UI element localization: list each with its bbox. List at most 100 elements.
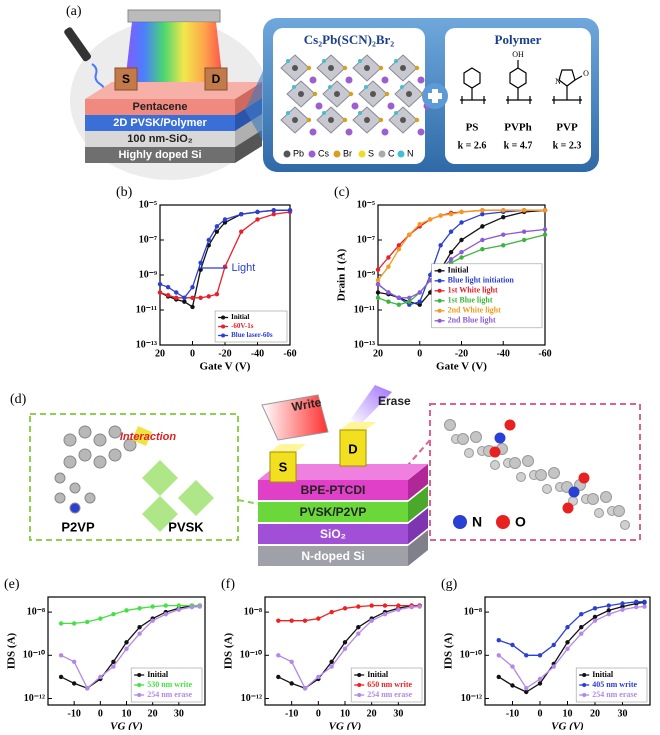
atom: [364, 65, 370, 71]
y-tick-label: 10⁻¹¹: [136, 304, 157, 315]
crystal-title: Cs₂Pb(SCN)₂Br₂: [304, 32, 395, 47]
data-point: [375, 295, 381, 300]
y-tick-label: 10⁻¹²: [241, 693, 262, 704]
x-tick-label: -10: [67, 708, 80, 719]
series-line: [278, 605, 420, 690]
data-point: [255, 217, 260, 222]
data-point: [71, 659, 77, 664]
legend-label: Initial: [147, 670, 169, 679]
atom: [328, 85, 332, 89]
atom: [322, 111, 326, 115]
y-tick-label: 10⁻¹²: [461, 693, 482, 704]
data-point: [409, 604, 414, 610]
data-point: [174, 290, 179, 295]
polymer-name: PS: [466, 122, 479, 134]
x-tick-label: 10: [122, 708, 132, 719]
data-point: [634, 604, 639, 610]
data-point: [276, 618, 281, 623]
atom: [400, 85, 404, 89]
atom: [364, 117, 370, 123]
atom: [358, 59, 362, 63]
atom: [342, 117, 348, 123]
data-point: [496, 638, 501, 643]
atom-label: S: [368, 148, 374, 158]
electrode: [339, 429, 367, 467]
x-tick-label: 30: [393, 708, 403, 719]
atom-dot: [283, 150, 291, 158]
data-point: [289, 681, 294, 686]
atom: [381, 76, 389, 84]
data-point: [542, 208, 548, 213]
data-point: [71, 621, 77, 626]
legend-marker: [437, 288, 442, 293]
layer-side: [408, 486, 428, 522]
y-tick-label: 10⁻⁵: [357, 199, 375, 210]
data-point: [356, 624, 361, 630]
pen-body: [64, 27, 91, 62]
x-tick-label: 0: [190, 348, 195, 359]
data-point: [375, 278, 381, 283]
atom: [378, 65, 384, 71]
data-point: [642, 599, 647, 604]
legend-marker: [437, 298, 442, 303]
data-point: [329, 664, 334, 669]
data-point: [396, 295, 402, 300]
data-point: [189, 604, 195, 610]
data-point: [501, 215, 506, 220]
chart: (f) 10⁻⁸ 10⁻¹⁰ 10⁻¹² -10 0 10 20 30 VG (V) IDS (A)…: [221, 577, 426, 733]
data-point: [198, 295, 203, 300]
atom: [414, 117, 420, 123]
data-point: [448, 211, 454, 217]
legend-marker: [357, 673, 362, 677]
data-point: [565, 640, 570, 645]
data-point: [407, 299, 412, 304]
data-point: [417, 604, 422, 609]
legend-marker: [357, 693, 362, 697]
atom: [542, 484, 552, 494]
data-point: [176, 603, 182, 608]
legend-marker: [437, 318, 442, 323]
atom-label: Cs: [318, 148, 329, 158]
legend-marker: [137, 683, 142, 687]
panel-label: (c): [334, 185, 350, 200]
data-point: [537, 676, 543, 682]
atom-legend: Pb Cs Br S C N: [283, 148, 414, 158]
legend-marker: [437, 268, 442, 273]
x-tick-label: 10: [563, 708, 573, 719]
data-point: [342, 606, 348, 611]
data-point: [375, 281, 381, 287]
data-point: [592, 614, 598, 620]
data-point: [480, 237, 485, 243]
atom: [84, 492, 96, 504]
series-line: [498, 601, 645, 693]
octahedron: [142, 496, 178, 532]
data-point: [302, 685, 308, 691]
y-axis-label: Drain I (A): [336, 248, 348, 301]
group-label: O: [583, 69, 589, 78]
atom: [286, 59, 290, 63]
x-tick-label: -40: [497, 348, 510, 359]
x-axis-label: VG (V): [551, 721, 584, 730]
p2vp-molecule: [54, 425, 137, 514]
data-point: [98, 674, 103, 680]
data-point: [214, 291, 220, 297]
legend-label: 2nd White light: [448, 306, 502, 315]
panel-label: (e): [4, 577, 20, 592]
data-point: [85, 685, 90, 691]
data-point: [71, 681, 77, 686]
layer-top: [85, 82, 262, 99]
data-point: [190, 304, 195, 310]
data-point: [592, 618, 598, 623]
data-point: [386, 255, 391, 260]
data-point: [157, 290, 163, 295]
data-point: [407, 302, 412, 307]
data-point: [98, 616, 103, 621]
legend-label: 2nd Blue light: [448, 316, 496, 325]
pvsk-octahedra: [132, 426, 214, 532]
legend-label: Initial: [231, 313, 249, 321]
data-point: [222, 217, 228, 222]
electrode: [114, 67, 138, 91]
data-point: [620, 604, 625, 609]
layer-sio2: [85, 131, 235, 147]
